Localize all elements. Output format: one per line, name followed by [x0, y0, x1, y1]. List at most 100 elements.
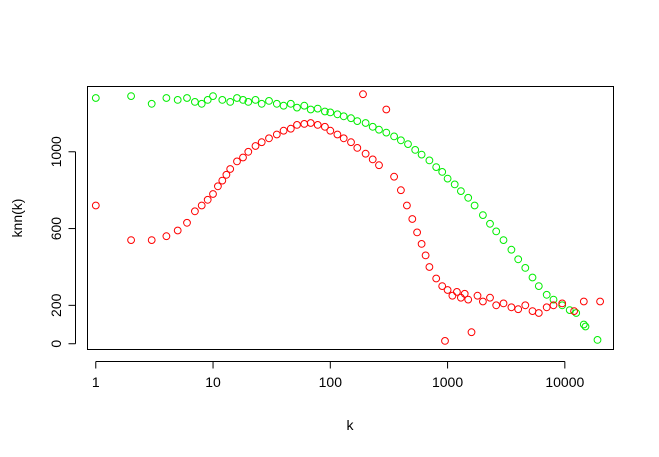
data-point-series-2 — [549, 301, 558, 310]
data-point-series-1 — [91, 94, 100, 102]
data-point-series-1 — [390, 132, 399, 141]
data-point-series-1 — [486, 219, 494, 228]
data-point-series-2 — [479, 297, 487, 306]
data-point-series-2 — [390, 172, 399, 181]
data-point-series-1 — [528, 273, 537, 282]
y-tick-label: 0 — [48, 340, 64, 348]
data-point-series-2 — [499, 299, 508, 308]
data-point-series-1 — [218, 96, 227, 104]
data-point-series-2 — [339, 134, 348, 143]
data-point-series-1 — [191, 98, 199, 106]
data-point-series-2 — [528, 307, 537, 316]
data-point-series-1 — [507, 245, 516, 254]
data-point-series-2 — [579, 297, 588, 306]
data-point-series-2 — [438, 282, 447, 291]
data-point-series-1 — [209, 92, 217, 100]
data-point-series-2 — [191, 207, 199, 216]
data-point-series-2 — [542, 303, 551, 312]
data-point-series-2 — [486, 293, 494, 302]
data-point-series-1 — [173, 96, 182, 104]
data-point-series-1 — [565, 306, 574, 315]
data-point-series-1 — [368, 122, 377, 131]
data-point-series-1 — [593, 336, 602, 344]
data-point-series-1 — [197, 99, 206, 108]
data-point-series-1 — [251, 96, 260, 104]
data-point-series-1 — [432, 163, 441, 172]
y-tick-label: 1000 — [48, 136, 64, 167]
data-point-series-2 — [272, 130, 281, 139]
y-tick-label: 200 — [48, 293, 64, 317]
points-layer — [91, 90, 604, 345]
data-point-series-1 — [579, 320, 588, 329]
data-point-series-2 — [514, 305, 523, 314]
data-point-series-1 — [464, 193, 473, 202]
data-point-series-2 — [359, 90, 367, 99]
data-point-series-1 — [542, 290, 551, 299]
data-point-series-1 — [438, 168, 447, 176]
data-point-series-2 — [147, 236, 156, 245]
data-point-series-1 — [470, 201, 479, 210]
data-point-series-1 — [572, 309, 581, 317]
data-point-series-2 — [464, 295, 473, 304]
data-point-series-1 — [417, 150, 426, 159]
data-point-series-2 — [127, 236, 136, 245]
data-point-series-2 — [368, 155, 377, 164]
data-point-series-1 — [457, 187, 465, 196]
data-point-series-2 — [453, 288, 461, 296]
data-point-series-1 — [499, 236, 508, 245]
y-axis-label: knn(k) — [9, 199, 25, 238]
data-point-series-2 — [239, 153, 247, 162]
data-point-series-1 — [382, 128, 391, 137]
data-point-series-2 — [353, 144, 362, 152]
data-point-series-2 — [347, 138, 355, 147]
data-point-series-2 — [467, 328, 476, 337]
data-point-series-1 — [514, 255, 523, 264]
data-point-series-2 — [279, 126, 288, 135]
data-point-series-1 — [183, 94, 191, 102]
data-point-series-2 — [300, 120, 309, 128]
data-point-series-1 — [272, 99, 281, 108]
data-point-series-2 — [214, 182, 222, 191]
data-point-series-1 — [450, 180, 459, 189]
data-point-series-2 — [333, 130, 342, 139]
data-point-series-1 — [411, 146, 420, 154]
data-point-series-1 — [404, 140, 412, 149]
x-tick-label: 10000 — [545, 374, 584, 390]
data-point-series-1 — [293, 103, 301, 112]
data-point-series-1 — [581, 322, 590, 331]
data-point-series-1 — [226, 98, 235, 106]
data-point-series-2 — [397, 186, 405, 195]
data-point-series-1 — [353, 117, 362, 125]
data-point-series-2 — [293, 121, 301, 129]
x-tick-label: 10 — [205, 374, 221, 390]
data-point-series-2 — [432, 274, 441, 283]
data-point-series-1 — [203, 96, 212, 104]
data-point-series-1 — [321, 107, 329, 116]
data-point-series-1 — [492, 227, 501, 236]
data-point-series-2 — [596, 297, 604, 306]
data-point-series-1 — [257, 99, 266, 108]
x-axis-label: k — [347, 417, 355, 433]
data-point-series-1 — [239, 96, 247, 104]
data-point-series-2 — [257, 138, 266, 147]
data-point-series-2 — [162, 232, 171, 241]
data-point-series-1 — [339, 112, 348, 121]
data-point-series-1 — [147, 99, 156, 108]
data-point-series-2 — [558, 299, 567, 308]
x-tick-label: 1000 — [432, 374, 463, 390]
data-point-series-2 — [570, 307, 578, 316]
data-point-series-1 — [286, 99, 295, 108]
data-point-series-1 — [347, 114, 355, 123]
data-point-series-1 — [333, 110, 342, 119]
data-point-series-2 — [326, 126, 335, 135]
data-point-series-2 — [183, 218, 191, 227]
data-point-series-2 — [441, 337, 449, 345]
y-axis: 0 200 600 1000 — [48, 136, 76, 348]
data-point-series-2 — [443, 286, 452, 294]
plot-frame — [87, 86, 614, 350]
data-point-series-2 — [473, 291, 482, 300]
data-point-series-2 — [457, 293, 465, 302]
data-point-series-2 — [521, 301, 530, 310]
